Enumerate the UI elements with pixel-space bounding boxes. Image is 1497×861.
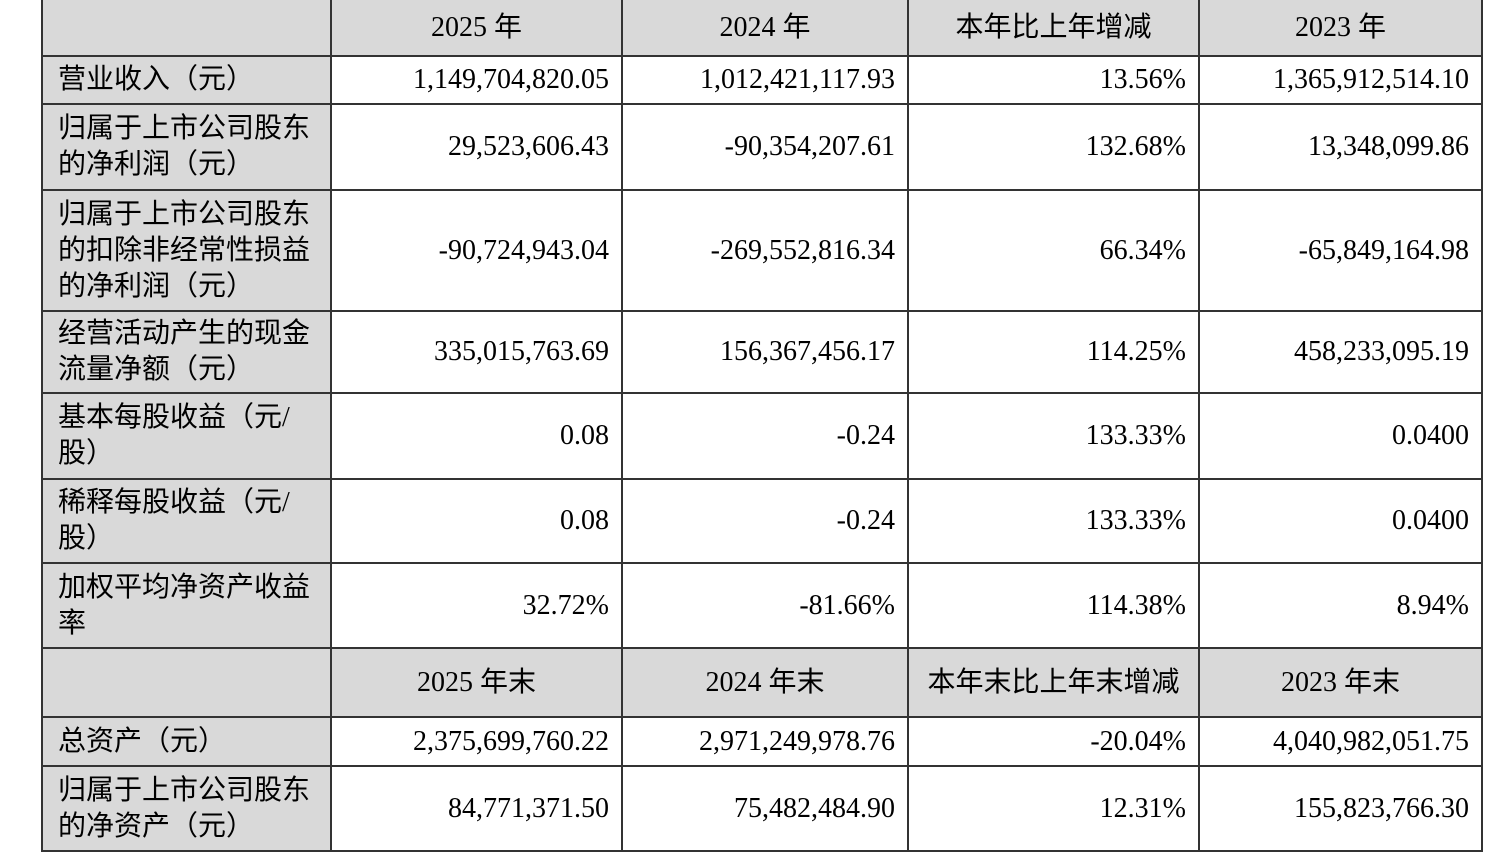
cell-value: 12.31%: [907, 765, 1200, 852]
row-label: 总资产（元）: [41, 716, 332, 767]
cell-value: 4,040,982,051.75: [1198, 716, 1483, 767]
row-label: 营业收入（元）: [41, 55, 332, 105]
cell-value: -81.66%: [621, 562, 909, 649]
header-2025-end: 2025 年末: [330, 647, 623, 718]
row-label: 归属于上市公司股东的净利润（元）: [41, 103, 332, 191]
cell-value: -0.24: [621, 392, 909, 480]
header-2024-end: 2024 年末: [621, 647, 909, 718]
cell-value: 0.0400: [1198, 478, 1483, 564]
cell-value: 13.56%: [907, 55, 1200, 105]
table-row-net-profit-excl-nonrecurring: 归属于上市公司股东的扣除非经常性损益的净利润（元） -90,724,943.04…: [41, 189, 1483, 312]
cell-value: 335,015,763.69: [330, 310, 623, 394]
cell-value: 2,375,699,760.22: [330, 716, 623, 767]
cell-value: 1,012,421,117.93: [621, 55, 909, 105]
header-2023-end: 2023 年末: [1198, 647, 1483, 718]
cell-value: 32.72%: [330, 562, 623, 649]
cell-value: -20.04%: [907, 716, 1200, 767]
cell-value: 133.33%: [907, 478, 1200, 564]
cell-value: 1,149,704,820.05: [330, 55, 623, 105]
header-corner-cell: [41, 647, 332, 718]
table-row-net-profit-attributable: 归属于上市公司股东的净利润（元） 29,523,606.43 -90,354,2…: [41, 103, 1483, 191]
cell-value: -90,724,943.04: [330, 189, 623, 312]
cell-value: 84,771,371.50: [330, 765, 623, 852]
table-header-row-annual: 2025 年 2024 年 本年比上年增减 2023 年: [41, 0, 1483, 57]
cell-value: 13,348,099.86: [1198, 103, 1483, 191]
header-2025: 2025 年: [330, 0, 623, 57]
cell-value: 0.08: [330, 478, 623, 564]
financial-summary-table: 2025 年 2024 年 本年比上年增减 2023 年 营业收入（元） 1,1…: [41, 0, 1483, 852]
header-end-yoy-change: 本年末比上年末增减: [907, 647, 1200, 718]
cell-value: 155,823,766.30: [1198, 765, 1483, 852]
cell-value: -65,849,164.98: [1198, 189, 1483, 312]
table-row-total-assets: 总资产（元） 2,375,699,760.22 2,971,249,978.76…: [41, 716, 1483, 767]
cell-value: -269,552,816.34: [621, 189, 909, 312]
table-row-net-assets-attributable: 归属于上市公司股东的净资产（元） 84,771,371.50 75,482,48…: [41, 765, 1483, 852]
cell-value: 2,971,249,978.76: [621, 716, 909, 767]
cell-value: 132.68%: [907, 103, 1200, 191]
cell-value: 114.38%: [907, 562, 1200, 649]
cell-value: 29,523,606.43: [330, 103, 623, 191]
table-row-diluted-eps: 稀释每股收益（元/股） 0.08 -0.24 133.33% 0.0400: [41, 478, 1483, 564]
row-label: 归属于上市公司股东的扣除非经常性损益的净利润（元）: [41, 189, 332, 312]
table-row-weighted-avg-roe: 加权平均净资产收益率 32.72% -81.66% 114.38% 8.94%: [41, 562, 1483, 649]
cell-value: 8.94%: [1198, 562, 1483, 649]
table-row-operating-cash-flow: 经营活动产生的现金流量净额（元） 335,015,763.69 156,367,…: [41, 310, 1483, 394]
table-header-row-period-end: 2025 年末 2024 年末 本年末比上年末增减 2023 年末: [41, 647, 1483, 718]
cell-value: 114.25%: [907, 310, 1200, 394]
cell-value: 458,233,095.19: [1198, 310, 1483, 394]
cell-value: 75,482,484.90: [621, 765, 909, 852]
cell-value: 1,365,912,514.10: [1198, 55, 1483, 105]
row-label: 加权平均净资产收益率: [41, 562, 332, 649]
table-row-basic-eps: 基本每股收益（元/股） 0.08 -0.24 133.33% 0.0400: [41, 392, 1483, 480]
table-row-operating-revenue: 营业收入（元） 1,149,704,820.05 1,012,421,117.9…: [41, 55, 1483, 105]
cell-value: 156,367,456.17: [621, 310, 909, 394]
header-2024: 2024 年: [621, 0, 909, 57]
row-label: 基本每股收益（元/股）: [41, 392, 332, 480]
cell-value: 0.0400: [1198, 392, 1483, 480]
row-label: 归属于上市公司股东的净资产（元）: [41, 765, 332, 852]
row-label: 经营活动产生的现金流量净额（元）: [41, 310, 332, 394]
header-yoy-change: 本年比上年增减: [907, 0, 1200, 57]
cell-value: 0.08: [330, 392, 623, 480]
cell-value: 66.34%: [907, 189, 1200, 312]
header-2023: 2023 年: [1198, 0, 1483, 57]
cell-value: 133.33%: [907, 392, 1200, 480]
cell-value: -90,354,207.61: [621, 103, 909, 191]
cell-value: -0.24: [621, 478, 909, 564]
header-corner-cell: [41, 0, 332, 57]
row-label: 稀释每股收益（元/股）: [41, 478, 332, 564]
key-accounting-data-table: 2025 年 2024 年 本年比上年增减 2023 年 营业收入（元） 1,1…: [41, 0, 1483, 852]
